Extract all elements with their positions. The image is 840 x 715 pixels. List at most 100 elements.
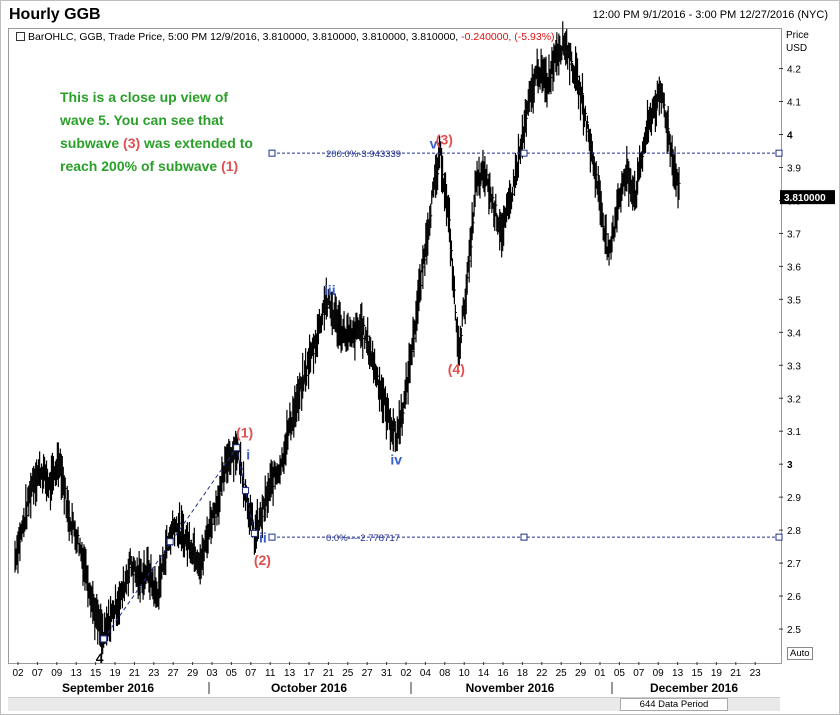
wave-label: ii	[259, 530, 267, 546]
y-tick-label: 3.1	[787, 427, 801, 438]
scroll-footer[interactable]: 644 Data Period	[8, 697, 780, 711]
x-day-label: 21	[730, 668, 742, 679]
note-part2: was extended to reach 200% of subwave	[60, 135, 253, 174]
y-tick-label: 3.9	[787, 163, 801, 174]
legend-text: BarOHLC, GGB, Trade Price, 5:00 PM 12/9/…	[28, 31, 459, 43]
x-day-label: 19	[711, 668, 723, 679]
wave-label: iii	[324, 282, 336, 298]
x-day-label: 15	[90, 668, 102, 679]
x-day-label: 27	[168, 668, 180, 679]
x-day-label: 21	[323, 668, 335, 679]
y-tick-label: 2.7	[787, 559, 801, 570]
legend-change: -0.240000, (-5.93%)	[461, 31, 555, 43]
x-day-label: 07	[633, 668, 645, 679]
y-tick-label: 4.2	[787, 65, 801, 76]
x-day-label: 19	[109, 668, 121, 679]
y-tick-label: 3.7	[787, 229, 801, 240]
y-tick-label: 4.1	[787, 98, 801, 109]
price-axis-title-line1: Price	[786, 30, 809, 41]
x-day-label: 15	[691, 668, 703, 679]
y-tick-label: 3	[787, 460, 793, 471]
x-day-label: 10	[459, 668, 471, 679]
x-day-label: 05	[226, 668, 238, 679]
x-day-label: 31	[381, 668, 393, 679]
fib-anchor-handle	[268, 149, 276, 157]
x-month-label: November 2016	[466, 681, 555, 695]
x-day-label: 07	[32, 668, 44, 679]
trend-anchor-handle	[166, 538, 174, 546]
trend-anchor-handle	[242, 487, 250, 495]
fib-anchor-handle	[268, 533, 276, 541]
wave-label: (3)	[436, 131, 453, 147]
x-day-label: 08	[439, 668, 451, 679]
x-day-label: 25	[342, 668, 354, 679]
wave-trend-line	[103, 446, 255, 640]
x-day-label: 03	[206, 668, 218, 679]
y-tick-label: 4	[787, 131, 793, 142]
wave-label: (2)	[254, 552, 271, 568]
x-day-label: 23	[148, 668, 160, 679]
x-day-label: 21	[129, 668, 141, 679]
x-day-label: 04	[420, 668, 432, 679]
x-month-label: October 2016	[271, 681, 347, 695]
x-month-label: December 2016	[650, 681, 738, 695]
x-day-label: 13	[672, 668, 684, 679]
note-sub1: (1)	[221, 158, 239, 174]
trend-anchor-handle	[100, 635, 108, 643]
x-day-label: 29	[187, 668, 199, 679]
note-part1: This is a close up view of wave 5. You c…	[60, 89, 229, 151]
y-tick-label: 2.6	[787, 592, 801, 603]
x-day-label: 02	[400, 668, 412, 679]
x-day-label: 27	[362, 668, 374, 679]
wave-label: iv	[390, 451, 402, 467]
x-day-label: 18	[517, 668, 529, 679]
y-tick-label: 3.4	[787, 328, 801, 339]
x-day-label: 13	[284, 668, 296, 679]
fib-anchor-handle	[775, 149, 783, 157]
last-price-label: 3.810000	[784, 193, 826, 204]
x-day-label: 07	[245, 668, 257, 679]
x-day-label: 23	[750, 668, 762, 679]
trend-anchor-handle	[233, 444, 241, 452]
x-day-label: 01	[594, 668, 606, 679]
x-day-label: 29	[575, 668, 587, 679]
chart-title: Hourly GGB	[9, 6, 101, 23]
trend-anchor-handle	[250, 529, 258, 537]
y-tick-label: 3.6	[787, 262, 801, 273]
x-day-label: 22	[536, 668, 548, 679]
wave-label: 4	[96, 650, 104, 666]
fib-anchor-handle	[775, 533, 783, 541]
y-tick-label: 3.2	[787, 394, 801, 405]
x-day-label: 17	[303, 668, 315, 679]
y-tick-label: 3.5	[787, 295, 801, 306]
y-tick-label: 2.9	[787, 493, 801, 504]
y-tick-label: 2.5	[787, 625, 801, 636]
legend-square-icon	[16, 32, 25, 41]
fib-anchor-handle	[520, 149, 528, 157]
fib-level-label: 0.0%----2.778717	[326, 533, 400, 544]
x-day-label: 16	[497, 668, 509, 679]
annotation-note: This is a close up view of wave 5. You c…	[60, 86, 260, 178]
x-day-label: 11	[265, 668, 276, 679]
auto-scale-button[interactable]: Auto	[787, 647, 813, 660]
x-month-label: September 2016	[62, 681, 154, 695]
wave-label: (4)	[448, 361, 465, 377]
x-day-label: 02	[12, 668, 24, 679]
wave-label: v	[430, 135, 438, 151]
x-day-label: 25	[556, 668, 568, 679]
date-range: 12:00 PM 9/1/2016 - 3:00 PM 12/27/2016 (…	[592, 9, 828, 21]
price-axis-title-line2: USD	[786, 43, 808, 54]
data-period-label: 644 Data Period	[620, 698, 728, 711]
note-sub3: (3)	[123, 135, 141, 151]
x-day-label: 14	[478, 668, 490, 679]
last-price-marker	[780, 190, 835, 205]
x-day-label: 13	[71, 668, 83, 679]
price-axis-title: Price USD	[786, 29, 809, 55]
series-legend: BarOHLC, GGB, Trade Price, 5:00 PM 12/9/…	[16, 31, 555, 43]
wave-label: i	[246, 447, 250, 463]
y-tick-label: 3.3	[787, 361, 801, 372]
fib-anchor-handle	[520, 533, 528, 541]
wave-label: (1)	[236, 425, 253, 441]
y-tick-label: 2.8	[787, 526, 801, 537]
